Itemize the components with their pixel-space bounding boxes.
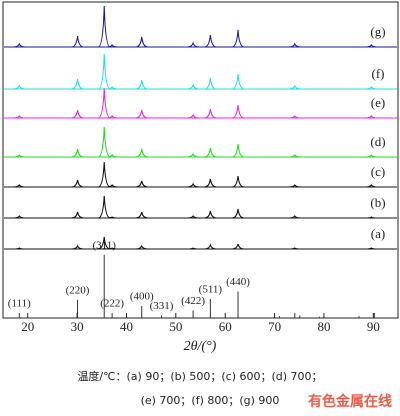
plot-frame [2,1,399,319]
peak [231,29,245,48]
peak [135,180,148,188]
peak [13,183,26,188]
peak [231,175,245,188]
peak [231,143,245,158]
peak [231,104,245,119]
peak [106,183,119,188]
reference-label: (222) [100,297,124,309]
caption: 温度/℃：(a) 90；(b) 500；(c) 600；(d) 700； [77,369,322,383]
peak [98,126,111,158]
peak [204,77,217,90]
x-tick-label: 80 [317,319,330,334]
watermark: 有色金属在线 [308,393,392,410]
peak [98,236,111,250]
x-tick-label: 20 [21,319,34,334]
reference-label: (400) [130,291,154,303]
peak [106,114,119,119]
peak [98,161,111,188]
peak [13,214,26,219]
peak [231,243,245,250]
peak [365,114,378,119]
peak [98,195,111,219]
peak [365,216,378,219]
x-tick-label: 40 [120,319,133,334]
peak [204,147,217,158]
peak [13,84,26,90]
peak [71,35,84,48]
series-label: (e) [371,95,385,110]
peak [204,34,217,48]
peak [187,214,200,219]
peak [13,42,26,48]
x-tick-label: 30 [71,319,84,334]
peak [135,36,148,48]
peak [71,179,84,188]
reference-label: (511) [199,284,223,296]
peak [187,83,200,90]
peak [106,153,119,158]
peak [106,247,119,250]
x-axis-label: 2θ/(°) [184,339,217,354]
peak [135,79,148,90]
peak [71,244,84,250]
peak [365,247,378,250]
peak [365,183,378,188]
peak [365,43,378,48]
peak [135,211,148,219]
peak [231,208,245,219]
peak [71,78,84,90]
reference-label: (111) [8,297,31,309]
x-tick-label: 50 [169,319,182,334]
reference-label: (220) [66,284,90,296]
peak [288,247,301,250]
peak [98,87,111,119]
peak [135,244,148,250]
reference-label: (422) [181,295,205,307]
caption: (e) 700；(f) 800；(g) 900 [141,394,280,407]
peak [135,109,148,119]
x-tick-label: 70 [268,319,281,334]
peak [204,108,217,119]
series-label: (a) [371,226,385,241]
peak [135,148,148,158]
peak [187,247,200,250]
peak [288,42,301,48]
peak [204,243,217,250]
series-label: (b) [370,195,385,210]
x-tick-label: 60 [219,319,232,334]
peak [288,153,301,158]
peak [288,114,301,119]
series-label: (d) [370,134,385,149]
peak [365,153,378,158]
peak [288,214,301,219]
peak [288,84,301,90]
series-label: (f) [372,66,385,81]
peak [13,153,26,158]
peak [187,41,200,48]
peak [365,85,378,90]
peak [231,73,245,90]
peak [97,5,111,48]
peak [106,216,119,219]
peak [71,211,84,219]
peak [187,152,200,158]
reference-label: (440) [226,276,250,288]
x-tick-label: 90 [367,319,380,334]
peak [187,113,200,119]
reference-label: (331) [150,300,174,312]
peak [13,114,26,119]
peak [97,53,111,90]
peak [13,247,26,250]
peak [187,182,200,188]
peak [71,109,84,119]
peak [204,210,217,219]
peak [71,148,84,158]
peak [288,183,301,188]
series-label: (g) [370,24,385,39]
series-label: (c) [371,164,385,179]
peak [204,178,217,188]
peak [106,85,119,90]
peak [106,43,119,48]
